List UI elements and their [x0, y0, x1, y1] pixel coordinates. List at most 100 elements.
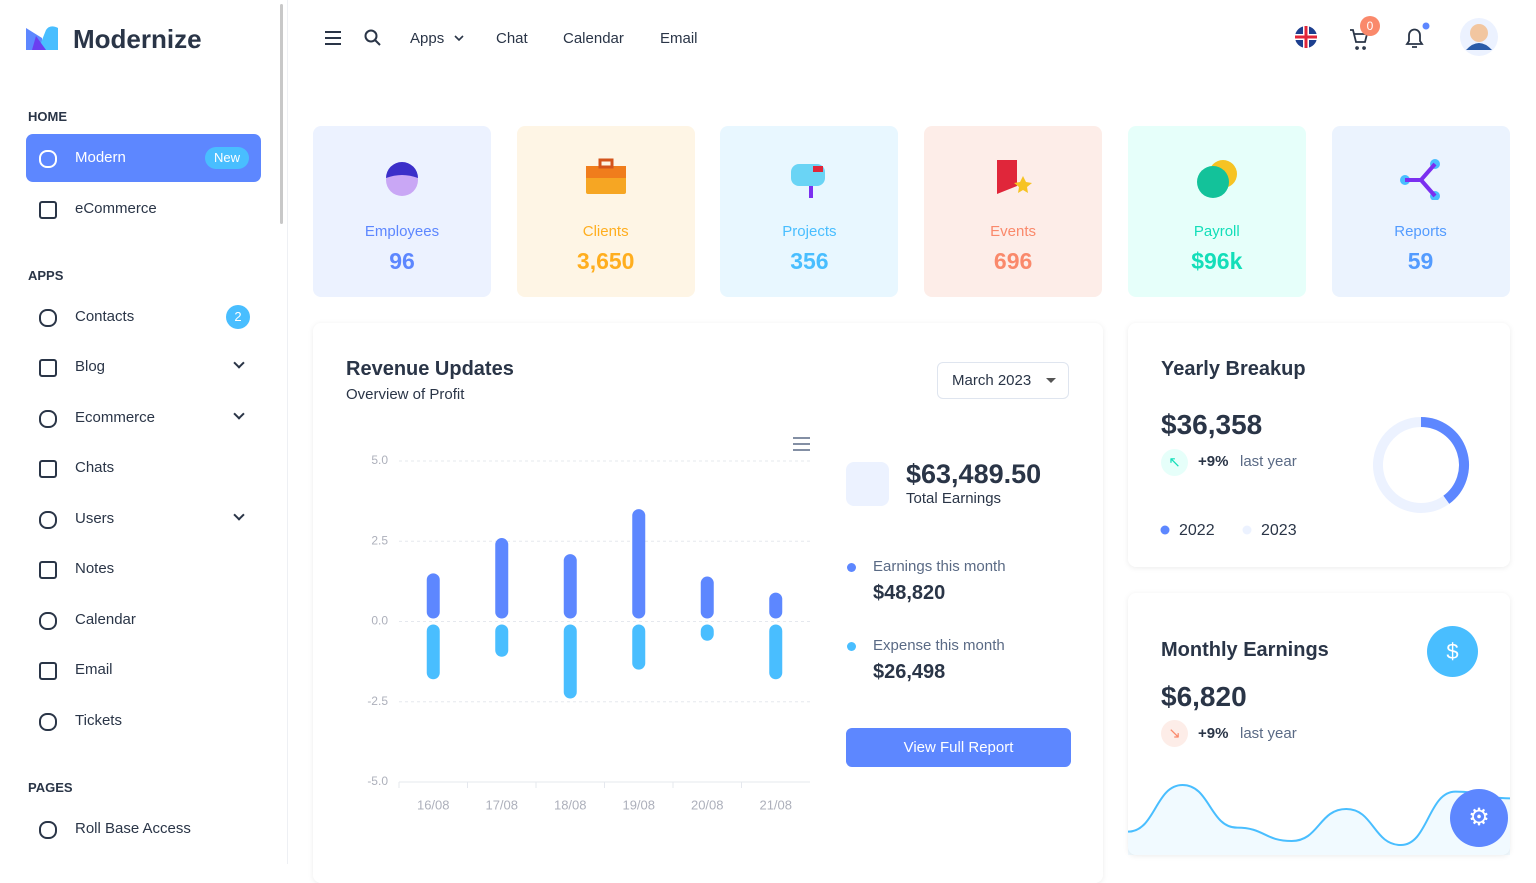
icon-shape — [809, 186, 814, 198]
nav-link[interactable]: Chat — [496, 30, 529, 47]
legend-dot — [847, 563, 856, 572]
stat-card: Clients 3,650 — [516, 126, 695, 297]
bar — [700, 576, 714, 619]
card-title: Yearly Breakup — [1161, 358, 1306, 380]
nav-item[interactable]: Contacts 2 — [26, 293, 261, 341]
stat-label: Projects — [782, 223, 837, 240]
search-icon — [364, 29, 378, 43]
nav-badge: 2 — [226, 304, 250, 329]
card-title: Revenue Updates — [346, 358, 514, 380]
expense: $26,498 — [873, 661, 946, 683]
stat-card: Employees 96 — [313, 126, 491, 297]
nav-item[interactable]: Blog — [26, 343, 261, 391]
nav-item[interactable]: Roll Base Access — [26, 805, 261, 853]
stat-icon — [1399, 159, 1440, 200]
avatar — [1470, 24, 1488, 42]
nav-label: Email — [75, 661, 113, 678]
nav-label: Ecommerce — [75, 408, 156, 426]
nav-icon — [39, 510, 57, 529]
icon-shape — [1404, 162, 1437, 198]
up-arrow: ↖ — [1161, 449, 1188, 476]
stat-value: 59 — [1407, 248, 1434, 274]
nav-icon — [39, 561, 57, 579]
nav-item[interactable]: Modern New — [26, 134, 261, 182]
legend-label: 2022 — [1179, 522, 1215, 539]
x-tick-label: 17/08 — [485, 797, 518, 812]
card-title: Monthly Earnings — [1161, 639, 1329, 661]
nav-label: Blog — [75, 358, 106, 375]
stat-icon — [1196, 160, 1237, 198]
donut-segment — [1420, 417, 1469, 504]
card-subtitle: Overview of Profit — [346, 386, 465, 403]
nav-icon — [39, 460, 57, 478]
bar — [495, 624, 509, 657]
nav-badge: New — [205, 147, 250, 169]
dashboard: HOME Modern New eCommerce APPS Contacts 2 Blog E… — [26, 0, 1511, 864]
scrollbar — [280, 4, 283, 224]
bar — [563, 624, 577, 699]
bar — [426, 573, 440, 619]
nav-item[interactable]: Chats — [26, 444, 261, 492]
cart-count: 0 — [1367, 19, 1374, 33]
nav-item[interactable]: Users — [26, 495, 261, 543]
top-bar: Apps Chat Calendar Email 0 — [325, 16, 1498, 56]
nav-item[interactable]: Ecommerce — [26, 394, 261, 442]
x-tick-label: 21/08 — [759, 797, 792, 812]
nav-label: Chats — [75, 459, 115, 476]
search-icon — [374, 39, 381, 46]
earnings-icon — [846, 462, 889, 506]
down-arrow: ↘ — [1161, 720, 1188, 747]
icon-shape — [1196, 166, 1229, 198]
y-tick-label: 5.0 — [371, 453, 388, 467]
dollar-icon: $ — [1427, 626, 1478, 677]
period-select[interactable]: March 2023 — [937, 362, 1069, 399]
legend-label: 2023 — [1261, 522, 1297, 539]
avatar — [1466, 43, 1492, 50]
earnings-label: Earnings this month — [873, 558, 1006, 575]
bar — [632, 509, 646, 619]
expense-label: Expense this month — [873, 637, 1005, 654]
stat-label: Clients — [582, 223, 629, 240]
y-tick-label: 2.5 — [371, 533, 388, 547]
stat-value: 696 — [993, 248, 1033, 274]
stat-label: Events — [990, 223, 1037, 240]
stat-card: Reports 59 — [1331, 126, 1510, 297]
nav-label: Modern — [75, 149, 126, 166]
brand: Modernize — [73, 24, 202, 54]
stat-icon — [585, 158, 626, 194]
settings-button[interactable]: ⚙ — [1450, 789, 1508, 847]
stat-label: Reports — [1394, 223, 1447, 240]
nav-label: Roll Base Access — [75, 819, 191, 837]
total: $63,489.50 — [906, 459, 1042, 489]
chevron — [454, 35, 464, 42]
section-title: APPS — [28, 267, 64, 283]
x-tick-label: 16/08 — [417, 797, 450, 812]
icon-shape — [1014, 176, 1033, 193]
area — [1128, 785, 1510, 855]
cart-badge — [1360, 16, 1380, 36]
nav-label: eCommerce — [75, 199, 157, 217]
stat-icon — [997, 160, 1033, 194]
icon-shape — [813, 166, 824, 172]
nav-link[interactable]: Calendar — [563, 30, 624, 47]
report-button[interactable]: View Full Report — [846, 728, 1071, 767]
section-title: HOME — [28, 109, 67, 124]
nav-icon — [39, 712, 57, 731]
nav-item[interactable]: Notes — [26, 545, 261, 593]
charts: -5.0 -2.5 0.0 2.5 5.0 16/08 17/08 18/08 19/08 20/… — [367, 417, 1511, 855]
stat-card: Projects 356 — [720, 126, 899, 297]
nav-item[interactable]: Email — [26, 646, 261, 694]
nav-item[interactable]: Calendar — [26, 596, 261, 644]
nav-link[interactable]: Email — [660, 30, 698, 47]
icon-shape — [386, 162, 418, 178]
nav-item[interactable]: eCommerce — [26, 185, 261, 233]
nav-link[interactable]: Apps — [410, 30, 444, 47]
nav-icon — [39, 150, 57, 168]
nav-icon — [39, 308, 57, 327]
bar — [426, 624, 440, 680]
bar — [769, 592, 783, 619]
x-tick-label: 20/08 — [691, 797, 724, 812]
flag — [1295, 26, 1317, 48]
line — [1127, 783, 1511, 847]
nav-item[interactable]: Tickets — [26, 697, 261, 745]
